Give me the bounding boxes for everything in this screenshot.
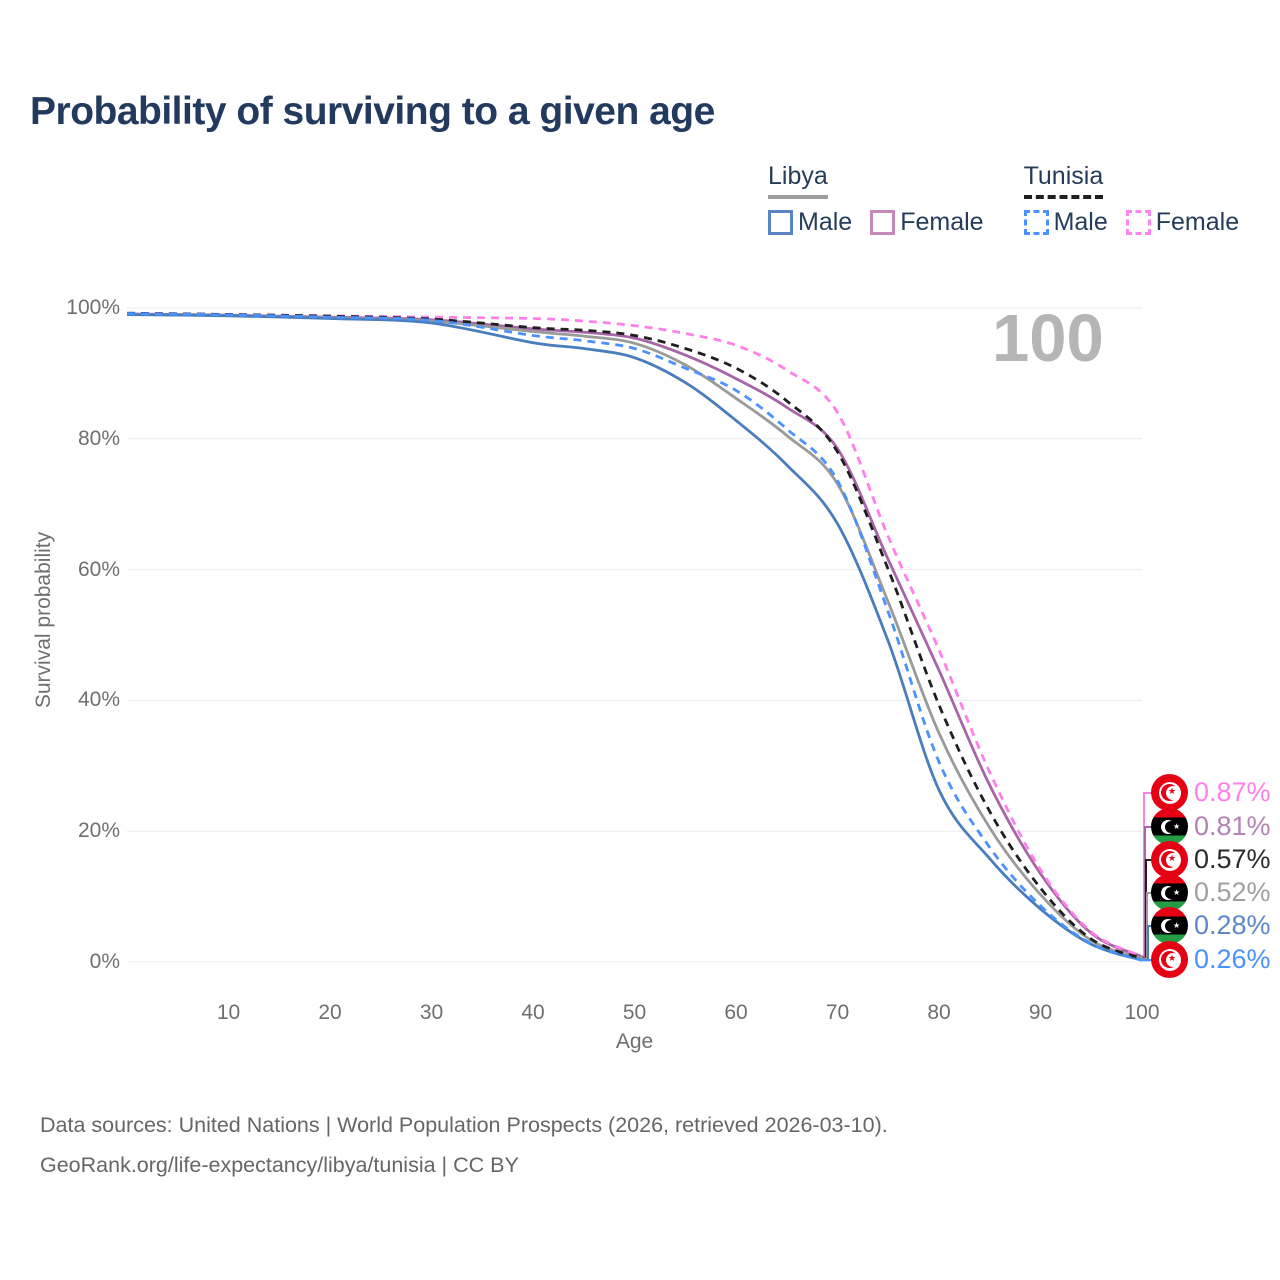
legend-item-tunisia-female[interactable]: Female <box>1125 208 1240 237</box>
end-label-value: 0.87% <box>1194 777 1271 807</box>
legend-item-label: Male <box>1053 208 1108 236</box>
page-title: Probability of surviving to a given age <box>30 90 715 133</box>
series-line-libya-both-sexes <box>126 312 1143 960</box>
series-end-label-tunisia-male: ★ 0.26% <box>1151 941 1271 978</box>
x-tick-label: 100 <box>1124 1001 1160 1024</box>
end-label-value: 0.52% <box>1194 877 1271 907</box>
footer-data-sources: Data sources: United Nations | World Pop… <box>40 1113 888 1137</box>
x-tick-label: 80 <box>927 1001 951 1024</box>
legend-item-label: Female <box>900 208 984 236</box>
end-label-value: 0.28% <box>1194 910 1271 940</box>
x-tick-label: 40 <box>521 1001 545 1024</box>
x-tick-label: 50 <box>622 1001 647 1024</box>
footer-attribution-link: GeoRank.org/life-expectancy/libya/tunisi… <box>40 1152 519 1177</box>
legend-item-label: Female <box>1155 208 1240 236</box>
end-label-value: 0.81% <box>1194 811 1271 841</box>
legend-group-tunisia: Tunisia Male Female <box>1023 162 1240 237</box>
series-end-label-tunisia-both-sexes: ★ 0.57% <box>1151 841 1271 878</box>
legend-item-label: Male <box>798 208 853 236</box>
footer: Data sources: United Nations | World Pop… <box>40 1106 888 1186</box>
chart-legend: Libya Male Female Tunisia Male Female <box>768 162 1239 237</box>
x-tick-label: 90 <box>1028 1001 1053 1024</box>
libya-male-swatch-icon <box>768 210 793 235</box>
libya-flag-icon: ★ <box>1151 907 1188 944</box>
series-end-label-libya-both-sexes: ★ 0.52% <box>1151 874 1271 911</box>
x-tick-label: 10 <box>216 1001 241 1024</box>
tunisia-flag-icon: ★ <box>1151 774 1188 811</box>
x-axis-title: Age <box>615 1030 654 1053</box>
tunisia-flag-icon: ★ <box>1151 941 1188 978</box>
y-tick-label: 40% <box>77 688 120 712</box>
series-line-libya-male <box>126 313 1143 962</box>
libya-female-swatch-icon <box>870 210 896 235</box>
libya-flag-icon: ★ <box>1151 874 1188 911</box>
end-label-value: 0.26% <box>1194 944 1271 974</box>
tunisia-female-swatch-icon <box>1125 210 1151 235</box>
y-tick-label: 20% <box>77 819 120 843</box>
y-tick-label: 100% <box>66 296 120 319</box>
x-tick-label: 60 <box>724 1001 748 1024</box>
legend-item-tunisia-male[interactable]: Male <box>1023 208 1108 237</box>
y-tick-label: 0% <box>89 950 120 973</box>
y-tick-label: 80% <box>77 426 120 450</box>
legend-group-libya: Libya Male Female <box>768 162 984 237</box>
legend-item-libya-female[interactable]: Female <box>870 208 984 237</box>
x-tick-label: 20 <box>318 1001 342 1024</box>
watermark-age-100: 100 <box>992 301 1104 376</box>
legend-libya-title[interactable]: Libya <box>768 162 828 199</box>
series-end-label-libya-female: ★ 0.81% <box>1151 808 1271 845</box>
tunisia-flag-icon: ★ <box>1151 841 1188 878</box>
end-label-value: 0.57% <box>1194 844 1271 874</box>
y-tick-label: 60% <box>77 557 120 581</box>
x-tick-label: 30 <box>419 1001 444 1024</box>
x-tick-label: 70 <box>825 1001 850 1024</box>
libya-flag-icon: ★ <box>1151 808 1188 845</box>
legend-item-libya-male[interactable]: Male <box>768 208 852 237</box>
series-line-tunisia-male <box>126 312 1143 962</box>
series-end-label-tunisia-female: ★ 0.87% <box>1151 774 1271 811</box>
series-line-tunisia-both-sexes <box>126 311 1143 960</box>
legend-tunisia-title[interactable]: Tunisia <box>1023 162 1104 199</box>
tunisia-male-swatch-icon <box>1023 210 1049 235</box>
series-end-label-libya-male: ★ 0.28% <box>1151 907 1271 944</box>
